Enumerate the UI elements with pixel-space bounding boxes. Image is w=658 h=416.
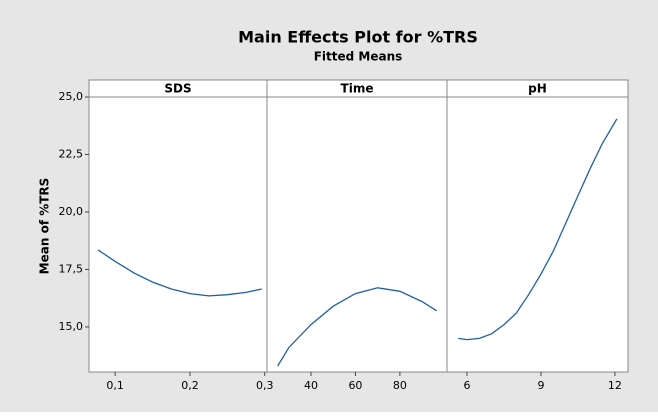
x-tick-label: 12 — [608, 379, 622, 392]
line — [97, 249, 262, 297]
chart-subtitle: Fitted Means — [314, 50, 403, 64]
chart-title: Main Effects Plot for %TRS — [238, 28, 478, 47]
y-tick-label: 17,5 — [59, 262, 84, 275]
line — [458, 118, 618, 341]
x-tick-label: 80 — [393, 379, 407, 392]
panel-title: Time — [341, 82, 374, 96]
x-tick-label: 0,1 — [106, 379, 124, 392]
x-tick-label: 9 — [537, 379, 544, 392]
x-tick-label: 0,3 — [256, 379, 274, 392]
line — [277, 287, 437, 367]
y-tick-label: 22,5 — [59, 147, 84, 160]
y-axis-label: Mean of %TRS — [38, 178, 52, 275]
y-tick-label: 20,0 — [59, 205, 84, 218]
plot-frame — [88, 79, 629, 373]
x-tick-label: 40 — [304, 379, 318, 392]
x-tick-label: 60 — [348, 379, 362, 392]
x-tick-label: 6 — [463, 379, 470, 392]
x-tick-label: 0,2 — [181, 379, 199, 392]
panel-title: pH — [528, 82, 547, 96]
panel-title: SDS — [164, 82, 191, 96]
y-tick-label: 15,0 — [59, 320, 84, 333]
y-tick-label: 25,0 — [59, 90, 84, 103]
